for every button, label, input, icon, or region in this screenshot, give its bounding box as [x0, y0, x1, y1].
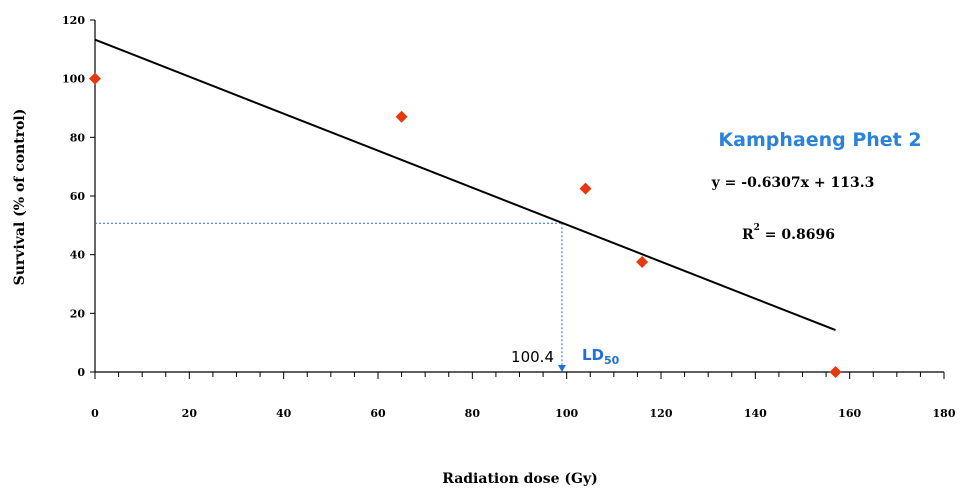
x-tick-label: 100 — [555, 407, 578, 420]
x-tick-label: 180 — [933, 407, 956, 420]
ld50-guides — [95, 222, 566, 372]
x-tick-label: 120 — [650, 407, 673, 420]
axes: 0 20 40 60 80 100 120 0 20 40 60 80 100 120 140 160 180 — [62, 14, 956, 420]
y-tick-label: 40 — [70, 249, 86, 262]
x-tick-label: 40 — [276, 407, 292, 420]
y-tick-label: 100 — [62, 73, 85, 86]
data-point — [89, 72, 101, 85]
data-point — [579, 182, 592, 195]
data-point — [829, 366, 842, 378]
data-point — [395, 110, 408, 123]
data-point — [636, 256, 649, 268]
regression-equation: y = -0.6307x + 113.3 — [711, 175, 875, 191]
r-squared-exponent: 2 — [754, 223, 760, 233]
r-squared-value: = 0.8696 — [760, 227, 835, 243]
y-tick-label: 20 — [70, 307, 86, 320]
data-points — [89, 72, 842, 378]
ld50-label-main: LD — [582, 346, 604, 364]
y-tick-label: 60 — [70, 190, 86, 203]
ld50-value: 100.4 — [511, 348, 554, 366]
cultivar-label: Kamphaeng Phet 2 — [718, 129, 921, 151]
r-squared-letter: R — [742, 227, 754, 243]
y-tick-label: 0 — [77, 366, 85, 379]
x-axis-title: Radiation dose (Gy) — [442, 471, 598, 487]
trendline — [94, 38, 836, 332]
x-tick-label: 140 — [744, 407, 767, 420]
x-tick-label: 0 — [91, 407, 99, 420]
y-tick-label: 80 — [70, 131, 86, 144]
x-tick-label: 160 — [838, 407, 861, 420]
y-axis-title: Survival (% of control) — [12, 109, 28, 286]
r-squared: R2 = 0.8696 — [742, 223, 835, 243]
x-tick-label: 80 — [465, 407, 481, 420]
x-tick-label: 60 — [370, 407, 386, 420]
y-tick-label: 120 — [62, 14, 85, 27]
ld50-arrowhead — [557, 365, 566, 372]
ld50-label: LD50 — [582, 346, 620, 367]
trendline-group — [94, 38, 836, 332]
x-tick-label: 20 — [182, 407, 198, 420]
ld50-label-subscript: 50 — [604, 354, 620, 367]
